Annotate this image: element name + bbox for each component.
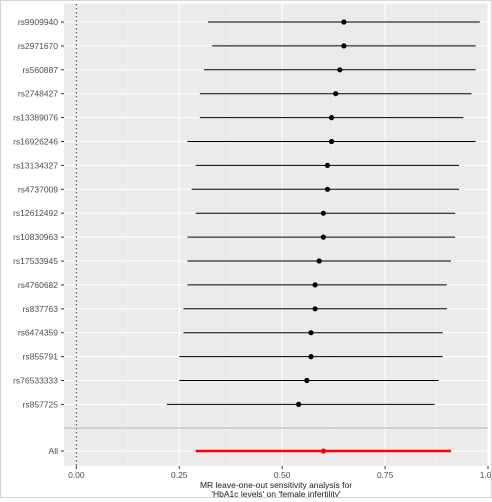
y-tick-label: rs6474359 [18, 328, 58, 338]
y-tick-label: rs2971670 [18, 41, 58, 51]
snp-rows [166, 19, 480, 407]
x-axis-label-line: 'HbA1c levels' on 'female infertility' [211, 489, 341, 497]
estimate-point [324, 186, 331, 192]
x-tick-label: 1.00 [480, 470, 491, 480]
y-tick-label: rs76533333 [13, 376, 58, 386]
estimate-point [320, 234, 326, 240]
y-tick-label: rs9909940 [18, 17, 58, 27]
estimate-point [341, 19, 347, 25]
estimate-point [341, 43, 347, 49]
y-tick-label: rs857725 [23, 399, 59, 409]
estimate-point [320, 210, 326, 216]
x-axis: 0.00 0.25 0.50 0.75 1.00 [68, 466, 492, 480]
x-axis-label: MR leave-one-out sensitivity analysis fo… [200, 480, 352, 497]
estimate-point [316, 258, 322, 264]
x-tick-label: 0.50 [274, 470, 291, 480]
x-tick-label: 0.75 [377, 470, 394, 480]
estimate-point [312, 282, 318, 288]
y-tick-label: rs17533945 [13, 256, 58, 266]
y-tick-label: rs560887 [23, 65, 59, 75]
x-tick-label: 0.00 [68, 470, 85, 480]
y-tick-label: rs13389076 [13, 113, 58, 123]
x-axis-label-line: MR leave-one-out sensitivity analysis fo… [200, 480, 352, 490]
y-tick-label: rs16926246 [13, 137, 58, 147]
estimate-point [308, 354, 314, 360]
x-tick-label: 0.25 [171, 470, 188, 480]
overall-estimate-point [320, 448, 326, 454]
estimate-point [337, 67, 343, 73]
estimate-point [308, 330, 314, 336]
y-tick-label: rs10830963 [13, 232, 58, 242]
estimate-point [324, 162, 331, 168]
estimate-point [328, 138, 335, 145]
estimate-point [296, 401, 302, 407]
y-tick-label: rs2748427 [18, 89, 58, 99]
y-tick-label: rs837763 [23, 304, 59, 314]
y-tick-label: rs4760682 [18, 280, 58, 290]
plot-panel [64, 4, 488, 466]
estimate-point [328, 115, 335, 121]
y-tick-label-all: All [49, 446, 59, 456]
y-axis: rs9909940 rs2971670 rs560887 rs2748427 rs133… [13, 17, 64, 456]
estimate-point [312, 306, 318, 312]
overall-row [195, 448, 451, 454]
estimate-point [333, 91, 339, 97]
y-tick-label: rs855791 [23, 352, 59, 362]
y-tick-label: rs4737009 [18, 184, 58, 194]
y-tick-label: rs12612492 [13, 208, 58, 218]
y-tick-label: rs13134327 [13, 160, 58, 170]
estimate-point [304, 377, 310, 384]
